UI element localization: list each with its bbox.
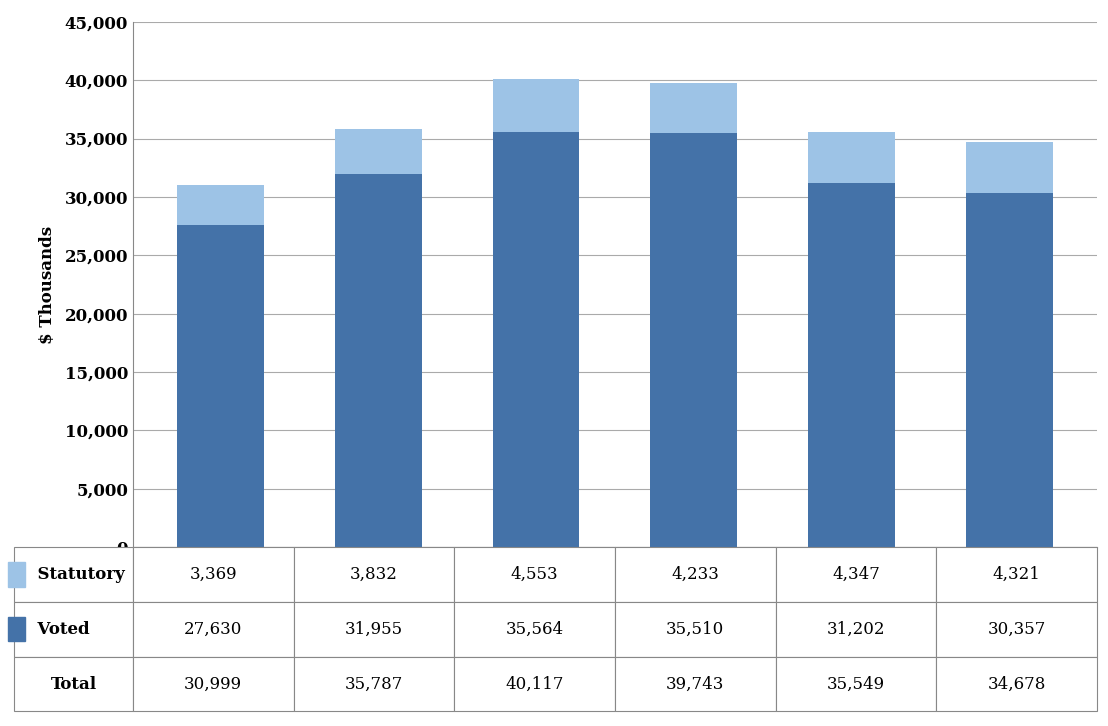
Y-axis label: $ Thousands: $ Thousands <box>39 226 57 343</box>
Bar <box>966 142 1053 193</box>
Bar <box>335 174 421 547</box>
Bar <box>177 185 264 224</box>
Bar <box>177 224 264 547</box>
Bar <box>809 183 895 547</box>
Bar <box>809 132 895 183</box>
Bar <box>335 129 421 174</box>
Bar <box>8 562 24 587</box>
Bar <box>493 79 579 132</box>
Bar <box>8 617 24 641</box>
Bar <box>650 133 737 547</box>
Bar <box>650 83 737 133</box>
Bar <box>493 132 579 547</box>
Bar <box>966 193 1053 547</box>
